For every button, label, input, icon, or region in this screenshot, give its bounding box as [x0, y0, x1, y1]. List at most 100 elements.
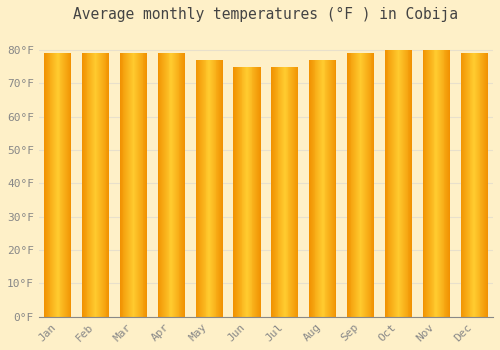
- Bar: [236, 67, 237, 317]
- Bar: [470, 54, 472, 317]
- Bar: [89, 54, 90, 317]
- Bar: [411, 50, 412, 317]
- Bar: [180, 54, 182, 317]
- Title: Average monthly temperatures (°F ) in Cobija: Average monthly temperatures (°F ) in Co…: [74, 7, 458, 22]
- Bar: [292, 67, 293, 317]
- Bar: [312, 60, 314, 317]
- Bar: [360, 54, 362, 317]
- Bar: [275, 67, 276, 317]
- Bar: [108, 54, 109, 317]
- Bar: [204, 60, 206, 317]
- Bar: [404, 50, 405, 317]
- Bar: [124, 54, 126, 317]
- Bar: [67, 54, 68, 317]
- Bar: [320, 60, 321, 317]
- Bar: [202, 60, 203, 317]
- Bar: [211, 60, 212, 317]
- Bar: [196, 60, 198, 317]
- Bar: [473, 54, 474, 317]
- Bar: [350, 54, 352, 317]
- Bar: [178, 54, 180, 317]
- Bar: [140, 54, 141, 317]
- Bar: [198, 60, 199, 317]
- Bar: [172, 54, 173, 317]
- Bar: [467, 54, 468, 317]
- Bar: [136, 54, 137, 317]
- Bar: [348, 54, 349, 317]
- Bar: [274, 67, 275, 317]
- Bar: [462, 54, 463, 317]
- Bar: [103, 54, 104, 317]
- Bar: [316, 60, 318, 317]
- Bar: [162, 54, 163, 317]
- Bar: [209, 60, 210, 317]
- Bar: [278, 67, 280, 317]
- Bar: [68, 54, 70, 317]
- Bar: [96, 54, 98, 317]
- Bar: [385, 50, 386, 317]
- Bar: [402, 50, 403, 317]
- Bar: [366, 54, 367, 317]
- Bar: [281, 67, 282, 317]
- Bar: [90, 54, 91, 317]
- Bar: [472, 54, 473, 317]
- Bar: [428, 50, 429, 317]
- Bar: [102, 54, 103, 317]
- Bar: [362, 54, 364, 317]
- Bar: [176, 54, 178, 317]
- Bar: [460, 54, 462, 317]
- Bar: [127, 54, 128, 317]
- Bar: [106, 54, 108, 317]
- Bar: [246, 67, 247, 317]
- Bar: [368, 54, 370, 317]
- Bar: [54, 54, 55, 317]
- Bar: [244, 67, 245, 317]
- Bar: [98, 54, 99, 317]
- Bar: [56, 54, 57, 317]
- Bar: [222, 60, 223, 317]
- Bar: [474, 54, 475, 317]
- Bar: [480, 54, 482, 317]
- Bar: [465, 54, 466, 317]
- Bar: [295, 67, 296, 317]
- Bar: [234, 67, 235, 317]
- Bar: [94, 54, 96, 317]
- Bar: [237, 67, 238, 317]
- Bar: [310, 60, 311, 317]
- Bar: [283, 67, 284, 317]
- Bar: [258, 67, 259, 317]
- Bar: [238, 67, 239, 317]
- Bar: [444, 50, 446, 317]
- Bar: [170, 54, 172, 317]
- Bar: [46, 54, 47, 317]
- Bar: [439, 50, 440, 317]
- Bar: [239, 67, 240, 317]
- Bar: [448, 50, 449, 317]
- Bar: [357, 54, 358, 317]
- Bar: [370, 54, 372, 317]
- Bar: [324, 60, 326, 317]
- Bar: [104, 54, 106, 317]
- Bar: [441, 50, 442, 317]
- Bar: [138, 54, 139, 317]
- Bar: [332, 60, 334, 317]
- Bar: [213, 60, 214, 317]
- Bar: [422, 50, 424, 317]
- Bar: [392, 50, 393, 317]
- Bar: [424, 50, 426, 317]
- Bar: [242, 67, 244, 317]
- Bar: [282, 67, 283, 317]
- Bar: [132, 54, 134, 317]
- Bar: [53, 54, 54, 317]
- Bar: [142, 54, 144, 317]
- Bar: [427, 50, 428, 317]
- Bar: [429, 50, 430, 317]
- Bar: [216, 60, 218, 317]
- Bar: [322, 60, 324, 317]
- Bar: [166, 54, 167, 317]
- Bar: [334, 60, 336, 317]
- Bar: [365, 54, 366, 317]
- Bar: [349, 54, 350, 317]
- Bar: [396, 50, 398, 317]
- Bar: [206, 60, 208, 317]
